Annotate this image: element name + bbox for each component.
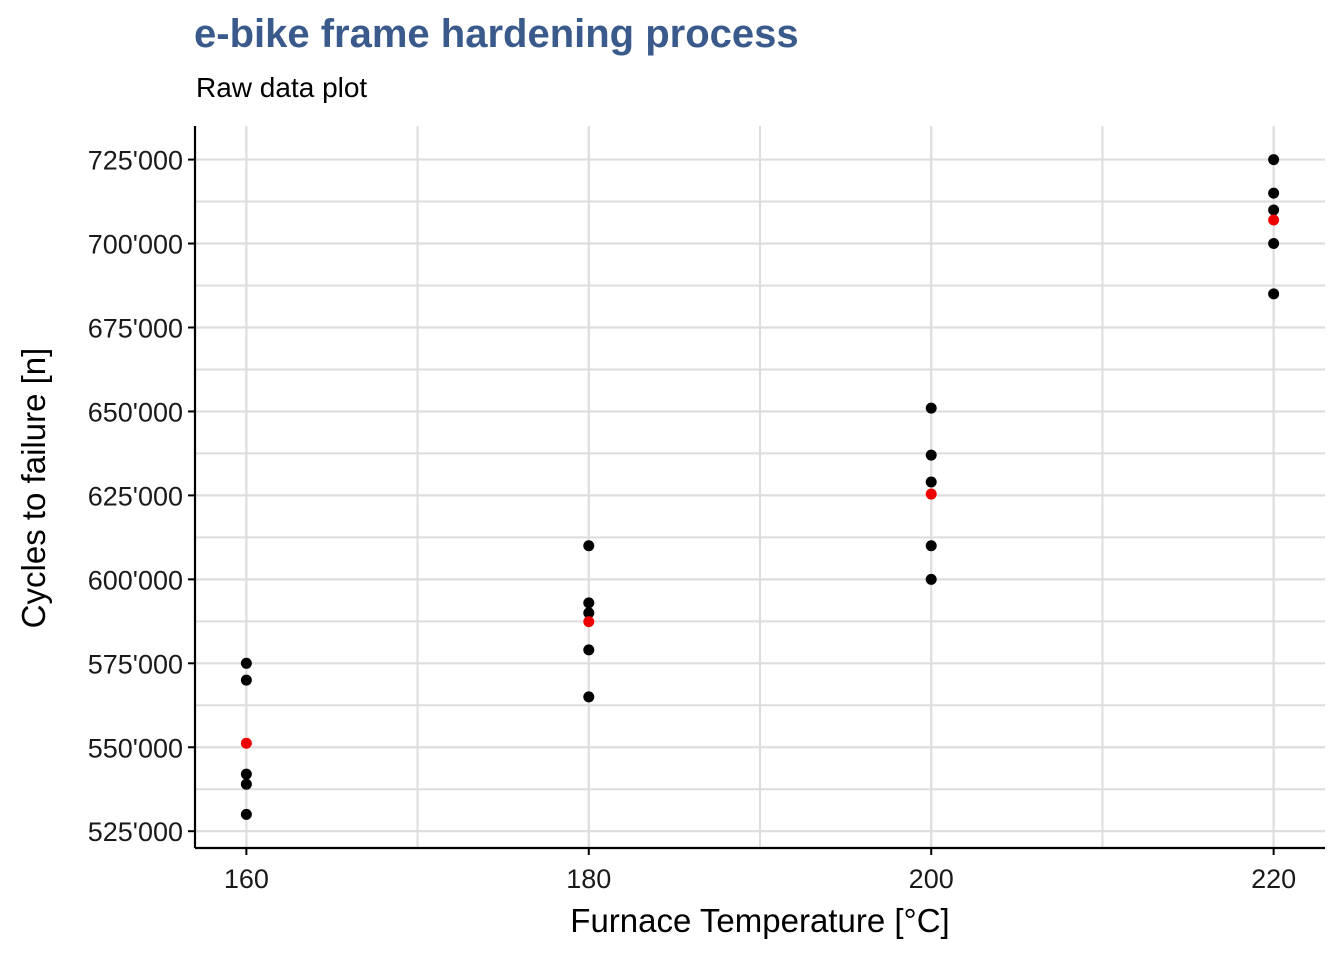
data-point: [240, 674, 252, 686]
y-axis-title: Cycles to failure [n]: [15, 348, 52, 629]
x-tick-label: 160: [224, 864, 269, 894]
y-tick-label: 675'000: [88, 313, 183, 343]
data-point: [1268, 204, 1280, 216]
data-point: [583, 691, 595, 703]
tick-labels: 160 180 200 220 525'000 550'000 575'000 600'000…: [88, 146, 1296, 894]
x-axis-title: Furnace Temperature [°C]: [570, 902, 949, 939]
mean-point: [583, 616, 595, 628]
y-tick-label: 600'000: [88, 565, 183, 595]
x-tick-label: 180: [566, 864, 611, 894]
data-point: [1268, 238, 1280, 250]
mean-point: [925, 488, 937, 500]
y-tick-label: 725'000: [88, 146, 183, 176]
data-point: [240, 657, 252, 669]
data-point: [583, 607, 595, 619]
data-point: [925, 449, 937, 461]
data-point: [1268, 288, 1280, 300]
y-tick-label: 550'000: [88, 733, 183, 763]
y-tick-label: 525'000: [88, 817, 183, 847]
data-points: [240, 154, 1280, 820]
axes: [188, 126, 1325, 855]
grid-lines: [195, 126, 1325, 848]
y-tick-label: 650'000: [88, 397, 183, 427]
y-tick-label: 575'000: [88, 649, 183, 679]
mean-point: [1268, 214, 1280, 226]
x-tick-label: 220: [1251, 864, 1296, 894]
data-point: [240, 778, 252, 790]
data-point: [925, 540, 937, 552]
data-point: [1268, 187, 1280, 199]
data-point: [240, 768, 252, 780]
data-point: [925, 476, 937, 488]
mean-point: [240, 737, 252, 749]
chart-subtitle: Raw data plot: [196, 72, 368, 103]
x-tick-label: 200: [909, 864, 954, 894]
data-point: [583, 644, 595, 656]
data-point: [1268, 154, 1280, 166]
data-point: [583, 597, 595, 609]
data-point: [240, 808, 252, 820]
data-point: [925, 402, 937, 414]
y-tick-label: 700'000: [88, 230, 183, 260]
y-tick-label: 625'000: [88, 481, 183, 511]
chart-title: e-bike frame hardening process: [194, 12, 799, 56]
data-point: [583, 540, 595, 552]
data-point: [925, 573, 937, 585]
